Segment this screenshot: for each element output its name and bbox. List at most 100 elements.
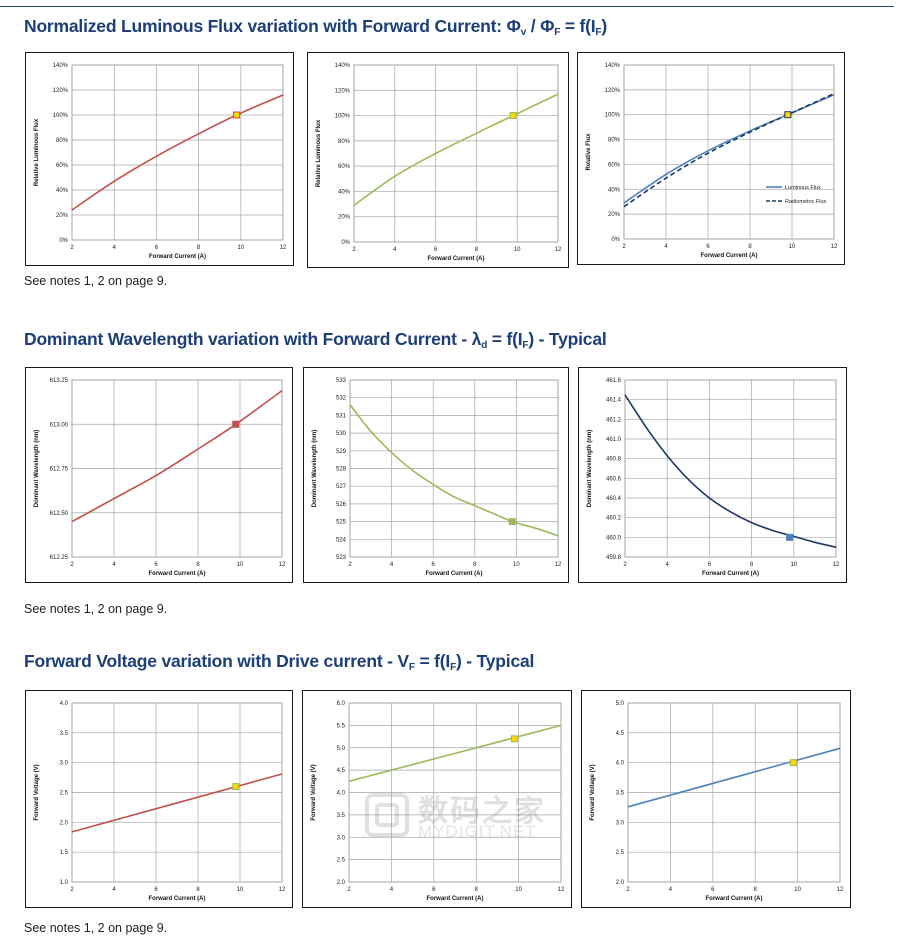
x-tick-label: 10 — [513, 562, 520, 568]
y-tick-label: 461.2 — [606, 417, 622, 423]
x-tick-label: 8 — [197, 245, 201, 251]
y-tick-label: 2.0 — [60, 820, 69, 826]
chart-forward-voltage-red: 1.0 1.5 2.0 2.5 3.0 3.5 4.0 2 4 6 8 10 12 Forward Cur… — [25, 690, 293, 908]
series-line — [71, 773, 283, 833]
y-tick-label: 460.2 — [606, 516, 622, 522]
y-tick-label: 533 — [336, 378, 347, 384]
x-tick-label: 2 — [626, 887, 630, 893]
y-tick-label: 612.25 — [50, 555, 69, 561]
y-tick-label: 100% — [605, 113, 621, 119]
y-tick-label: 1.5 — [60, 850, 69, 856]
x-tick-label: 8 — [473, 562, 477, 568]
x-tick-label: 8 — [475, 887, 479, 893]
x-tick-label: 6 — [706, 244, 710, 250]
y-tick-label: 528 — [336, 467, 347, 473]
x-tick-label: 12 — [837, 887, 844, 893]
x-axis-label: Forward Current (A) — [702, 571, 759, 577]
series-line — [349, 404, 559, 537]
data-point-marker — [232, 420, 240, 428]
y-tick-label: 80% — [338, 139, 351, 145]
x-axis-label: Forward Current (A) — [427, 896, 484, 902]
x-tick-label: 6 — [708, 562, 712, 568]
x-tick-label: 10 — [237, 887, 244, 893]
y-tick-label: 100% — [335, 114, 351, 120]
data-point-marker — [784, 111, 792, 119]
y-tick-label: 80% — [56, 138, 69, 144]
x-tick-label: 10 — [789, 244, 796, 250]
x-tick-label: 4 — [113, 245, 117, 251]
y-tick-label: 40% — [608, 187, 621, 193]
plot-area — [623, 64, 835, 240]
x-tick-label: 12 — [558, 887, 565, 893]
data-point-marker — [789, 759, 797, 767]
y-tick-label: 2.0 — [616, 880, 625, 886]
x-tick-label: 8 — [750, 562, 754, 568]
x-tick-label: 12 — [831, 244, 838, 250]
x-tick-label: 6 — [432, 887, 436, 893]
x-tick-label: 4 — [666, 562, 670, 568]
x-tick-label: 2 — [623, 562, 627, 568]
y-tick-label: 140% — [335, 63, 351, 69]
x-tick-label: 12 — [833, 562, 840, 568]
y-tick-label: 140% — [605, 63, 621, 69]
y-axis-label: Relative Flux — [586, 133, 592, 171]
y-tick-label: 0% — [611, 237, 620, 243]
plot-area — [71, 64, 284, 241]
legend-label: Luminous Flux — [785, 185, 821, 191]
chart-dominant-wavelength-red: 612.25 612.50 612.75 613.00 613.25 2 4 6 8 10 12 Fo… — [25, 367, 293, 583]
y-tick-label: 4.0 — [60, 701, 69, 707]
y-tick-label: 460.8 — [606, 457, 622, 463]
x-tick-label: 8 — [754, 887, 758, 893]
chart-svg: 0% 20% 40% 60% 80% 100% 120% 140% 2 4 6 8 10 12 Forwar… — [586, 63, 838, 259]
legend-label: Radiometric Flux — [785, 199, 827, 205]
y-tick-label: 60% — [338, 164, 351, 170]
data-point-marker — [786, 533, 794, 541]
notes-reference-3: See notes 1, 2 on page 9. — [24, 921, 168, 935]
x-tick-label: 6 — [432, 562, 436, 568]
x-tick-label: 6 — [155, 245, 159, 251]
x-tick-label: 6 — [154, 562, 158, 568]
x-tick-label: 6 — [711, 887, 715, 893]
chart-luminous-flux-red: 0% 20% 40% 60% 80% 100% 120% 140% 2 4 6 8 10 12 Forwar… — [25, 52, 294, 266]
y-tick-label: 460.4 — [606, 496, 622, 502]
y-tick-label: 120% — [605, 88, 621, 94]
section-title-dominant-wavelength: Dominant Wavelength variation with Forwa… — [24, 329, 607, 351]
data-point-marker — [232, 783, 240, 791]
y-tick-label: 120% — [335, 88, 351, 94]
x-tick-label: 4 — [112, 562, 116, 568]
y-axis-label: Relative Luminous Flux — [316, 119, 322, 187]
notes-reference-2: See notes 1, 2 on page 9. — [24, 602, 168, 616]
series-line — [627, 747, 841, 808]
chart-svg: 523 524 525 526 527 528 529 530 531 532 533 2 4 6 8 10 1… — [312, 378, 562, 577]
y-tick-label: 2.5 — [60, 791, 69, 797]
y-tick-label: 612.75 — [50, 467, 69, 473]
y-axis-label: Dominant Wavelength (nm) — [312, 430, 318, 507]
x-tick-label: 8 — [196, 887, 200, 893]
x-tick-label: 4 — [390, 562, 394, 568]
y-tick-label: 527 — [336, 484, 347, 490]
section-title-luminous-flux: Normalized Luminous Flux variation with … — [24, 16, 607, 38]
x-tick-label: 10 — [790, 562, 797, 568]
y-tick-label: 3.5 — [616, 791, 625, 797]
y-tick-label: 1.0 — [60, 880, 69, 886]
y-tick-label: 40% — [338, 189, 351, 195]
x-axis-label: Forward Current (A) — [706, 896, 763, 902]
notes-reference-1: See notes 1, 2 on page 9. — [24, 274, 168, 288]
y-tick-label: 529 — [336, 449, 347, 455]
series-line — [624, 394, 837, 548]
x-tick-label: 2 — [70, 887, 74, 893]
y-tick-label: 3.0 — [616, 820, 625, 826]
x-tick-label: 6 — [434, 247, 438, 253]
x-tick-label: 10 — [237, 562, 244, 568]
y-tick-label: 80% — [608, 138, 621, 144]
y-tick-label: 531 — [336, 413, 347, 419]
y-tick-label: 530 — [336, 431, 347, 437]
y-tick-label: 6.0 — [337, 701, 346, 707]
x-tick-label: 2 — [352, 247, 356, 253]
x-tick-label: 8 — [475, 247, 479, 253]
x-tick-label: 2 — [622, 244, 626, 250]
chart-svg: 459.8 460.0 460.2 460.4 460.6 460.8 461.0 461.2… — [587, 378, 840, 577]
y-axis-label: Forward Voltage (V) — [34, 764, 40, 820]
y-axis-label: Dominant Wavelength (nm) — [34, 430, 40, 507]
x-tick-label: 6 — [154, 887, 158, 893]
